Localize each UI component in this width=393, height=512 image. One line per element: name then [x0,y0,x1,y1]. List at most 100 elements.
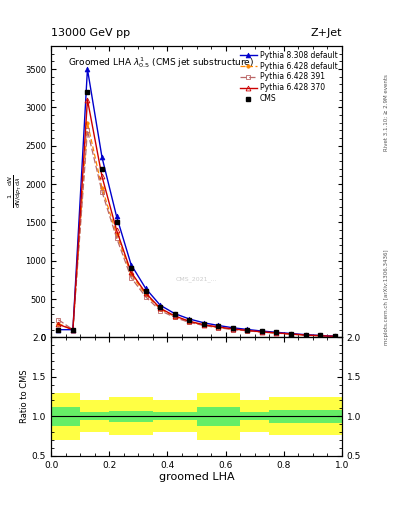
Pythia 8.308 default [260,328,264,334]
Pythia 8.308 default [158,302,163,308]
Pythia 8.308 default [56,327,61,333]
Pythia 6.428 default [100,185,105,191]
Pythia 6.428 default [114,231,119,237]
Pythia 6.428 370 [187,318,192,324]
Line: Pythia 6.428 370: Pythia 6.428 370 [56,97,337,339]
Text: 13000 GeV pp: 13000 GeV pp [51,28,130,38]
Pythia 8.308 default [303,332,308,338]
Pythia 8.308 default [318,332,323,338]
Line: CMS: CMS [56,90,337,338]
Pythia 6.428 391 [85,127,90,134]
Text: Groomed LHA $\lambda^{1}_{0.5}$ (CMS jet substructure): Groomed LHA $\lambda^{1}_{0.5}$ (CMS jet… [68,55,255,70]
Pythia 8.308 default [245,326,250,332]
Pythia 6.428 default [129,271,134,278]
Pythia 6.428 default [274,330,279,336]
Pythia 6.428 370 [56,321,61,327]
Pythia 8.308 default [114,213,119,219]
Pythia 6.428 391 [318,333,323,339]
Pythia 6.428 default [158,306,163,312]
CMS [318,332,323,338]
CMS [260,328,264,334]
Pythia 6.428 default [318,333,323,339]
Pythia 6.428 370 [71,327,75,333]
CMS [231,325,235,331]
Pythia 6.428 391 [114,234,119,241]
Line: Pythia 8.308 default: Pythia 8.308 default [56,67,337,338]
Pythia 6.428 default [260,329,264,335]
Pythia 6.428 391 [303,332,308,338]
Pythia 8.308 default [85,66,90,72]
Pythia 6.428 391 [202,323,206,329]
Pythia 6.428 391 [231,327,235,333]
Pythia 6.428 370 [231,326,235,332]
Pythia 8.308 default [143,285,148,291]
Pythia 8.308 default [173,310,177,316]
Pythia 6.428 391 [245,328,250,334]
Text: Z+Jet: Z+Jet [310,28,342,38]
Pythia 6.428 370 [245,327,250,333]
Legend: Pythia 8.308 default, Pythia 6.428 default, Pythia 6.428 391, Pythia 6.428 370, : Pythia 8.308 default, Pythia 6.428 defau… [237,48,340,105]
Pythia 6.428 370 [274,330,279,336]
Pythia 6.428 391 [71,327,75,333]
Pythia 6.428 370 [100,174,105,180]
Pythia 6.428 391 [216,325,221,331]
Pythia 6.428 default [289,331,294,337]
Pythia 6.428 391 [129,274,134,281]
Pythia 6.428 default [143,291,148,297]
Text: Rivet 3.1.10; ≥ 2.9M events: Rivet 3.1.10; ≥ 2.9M events [384,74,389,151]
Pythia 6.428 391 [56,316,61,323]
CMS [158,304,163,310]
CMS [289,330,294,336]
Pythia 6.428 370 [303,332,308,338]
Pythia 8.308 default [202,319,206,326]
Pythia 6.428 370 [202,322,206,328]
Pythia 6.428 370 [114,227,119,233]
Pythia 8.308 default [289,330,294,336]
CMS [303,332,308,338]
Pythia 6.428 default [231,326,235,332]
Line: Pythia 6.428 391: Pythia 6.428 391 [56,129,337,338]
CMS [173,311,177,317]
CMS [143,288,148,294]
Pythia 6.428 391 [332,333,337,339]
Text: mcplots.cern.ch [arXiv:1306.3436]: mcplots.cern.ch [arXiv:1306.3436] [384,249,389,345]
CMS [216,323,221,329]
Pythia 6.428 default [245,328,250,334]
Pythia 6.428 default [202,322,206,328]
Pythia 8.308 default [332,333,337,339]
Pythia 6.428 391 [173,314,177,321]
X-axis label: groomed LHA: groomed LHA [159,472,234,482]
Pythia 6.428 default [216,324,221,330]
Pythia 6.428 370 [158,305,163,311]
Text: CMS_2021_...: CMS_2021_... [176,276,217,282]
CMS [100,166,105,172]
CMS [332,333,337,339]
CMS [187,316,192,323]
Pythia 6.428 370 [143,290,148,296]
Pythia 6.428 391 [260,329,264,335]
Line: Pythia 6.428 default: Pythia 6.428 default [57,121,336,338]
Pythia 8.308 default [274,329,279,335]
Pythia 6.428 391 [143,294,148,300]
Pythia 6.428 default [303,332,308,338]
Pythia 6.428 default [56,321,61,327]
Pythia 6.428 default [187,318,192,325]
CMS [129,265,134,271]
Pythia 8.308 default [71,327,75,333]
Pythia 6.428 391 [100,188,105,195]
Pythia 6.428 370 [318,333,323,339]
Pythia 6.428 default [332,333,337,339]
CMS [56,327,61,333]
Pythia 6.428 391 [274,330,279,336]
Pythia 6.428 default [173,313,177,319]
Pythia 6.428 391 [289,331,294,337]
CMS [274,329,279,335]
Pythia 8.308 default [216,323,221,329]
Pythia 6.428 391 [187,319,192,326]
Pythia 6.428 370 [332,333,337,339]
Pythia 6.428 391 [158,307,163,313]
Pythia 6.428 370 [216,324,221,330]
Pythia 6.428 370 [260,329,264,335]
CMS [114,219,119,225]
Pythia 6.428 370 [129,269,134,275]
